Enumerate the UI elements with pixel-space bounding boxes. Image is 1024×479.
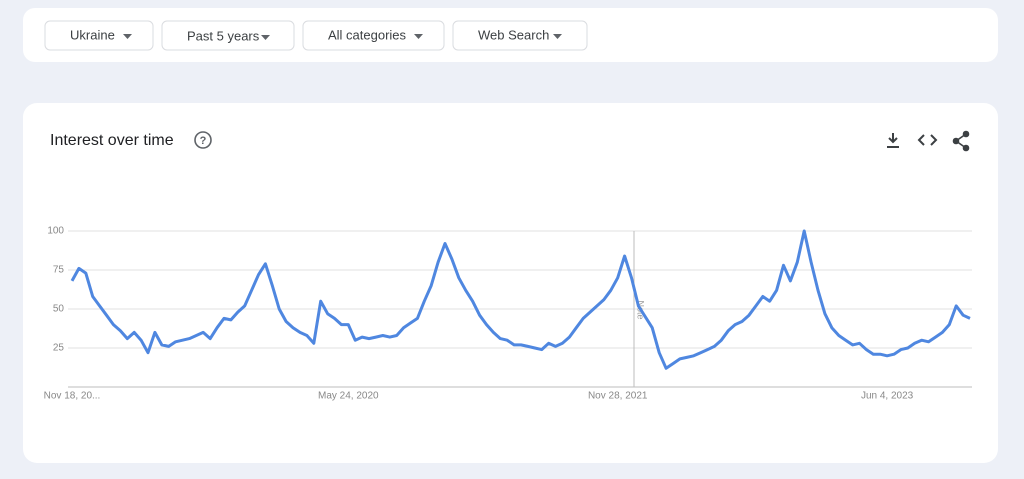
- filter-label: Past 5 years: [187, 28, 260, 43]
- x-tick-label: Nov 28, 2021: [588, 391, 648, 402]
- download-icon[interactable]: [887, 133, 899, 148]
- embed-icon[interactable]: [917, 134, 938, 146]
- chart-title: Interest over time: [50, 132, 174, 149]
- filter-label: Ukraine: [70, 27, 115, 42]
- filter-ukraine[interactable]: Ukraine: [44, 20, 154, 51]
- chart-card: [23, 103, 998, 463]
- filter-category[interactable]: All categories: [302, 20, 445, 51]
- help-icon[interactable]: ?: [194, 131, 212, 149]
- dropdown-arrow: [414, 34, 423, 39]
- y-tick-label: 50: [53, 304, 65, 315]
- dropdown-arrow: [261, 35, 270, 40]
- x-tick-label: Nov 18, 20...: [44, 391, 101, 402]
- dropdown-arrow: [553, 34, 562, 39]
- plot-area: 25 50 75 100 Nov 18, 20... May 24, 2020 Nov 28…: [44, 226, 972, 402]
- x-tick-label: Jun 4, 2023: [861, 391, 914, 402]
- share-icon[interactable]: [952, 130, 970, 152]
- x-tick-label: May 24, 2020: [318, 391, 379, 402]
- trend-line: [70, 229, 971, 370]
- dropdown-arrow: [123, 34, 132, 39]
- filter-label: Web Search: [478, 27, 549, 42]
- y-tick-label: 75: [53, 265, 65, 276]
- y-tick-label: 25: [53, 343, 65, 354]
- filter-search-type[interactable]: Web Search: [452, 20, 588, 51]
- svg-text:?: ?: [200, 135, 207, 147]
- filter-label: All categories: [328, 27, 407, 42]
- y-tick-label: 100: [47, 226, 64, 237]
- filter-period[interactable]: Past 5 years: [161, 20, 295, 51]
